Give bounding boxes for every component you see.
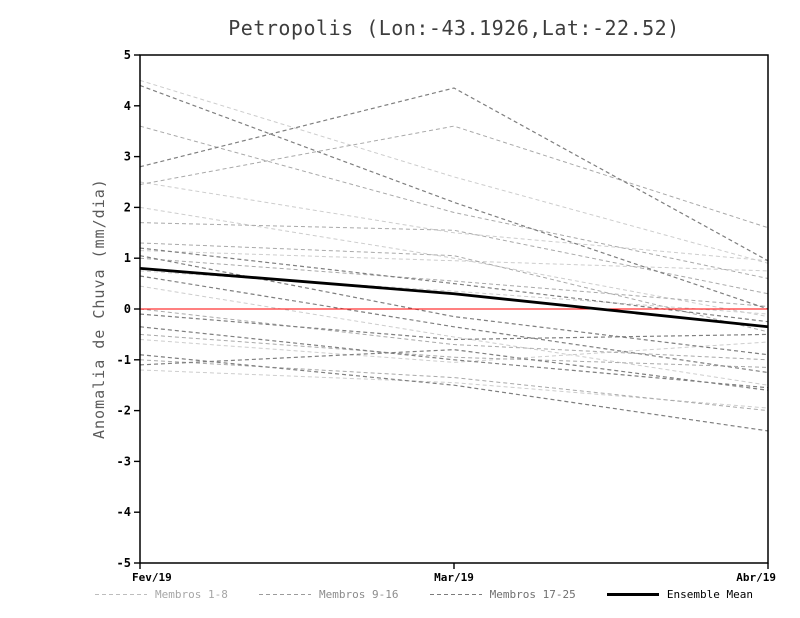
y-tick-label: -5	[117, 556, 131, 570]
member-line	[139, 308, 769, 361]
y-tick-label: 4	[124, 99, 131, 113]
member-line	[139, 247, 769, 323]
member-line	[139, 369, 769, 409]
ensemble-mean-line	[139, 266, 769, 329]
member-line	[139, 313, 769, 341]
x-tick-label: Mar/19	[434, 571, 474, 584]
member-line-swatch	[95, 594, 147, 595]
legend-label: Membros 17-25	[489, 588, 576, 601]
member-line-swatch	[259, 594, 312, 595]
member-line	[139, 349, 769, 391]
member-line	[139, 257, 769, 307]
member-line	[139, 242, 769, 333]
legend-item: Membros 17-25	[429, 588, 576, 601]
y-tick-label: 0	[124, 302, 131, 316]
member-line	[139, 84, 769, 310]
member-line	[139, 354, 769, 432]
legend-label: Ensemble Mean	[666, 588, 753, 601]
y-tick-label: 2	[124, 200, 131, 214]
member-line	[139, 326, 769, 389]
y-tick-label: -2	[117, 404, 131, 418]
member-line	[139, 125, 769, 280]
member-line	[139, 285, 769, 386]
member-line	[139, 275, 769, 374]
y-tick-label: 5	[124, 48, 131, 62]
legend: Membros 1-8 Membros 9-16 Membros 17-25 Ense…	[95, 588, 753, 601]
ensemble-mean-swatch	[606, 593, 659, 596]
member-line	[139, 250, 769, 272]
legend-item: Membros 1-8	[95, 588, 228, 601]
y-tick-label: -1	[117, 353, 131, 367]
x-tick-label: Fev/19	[132, 571, 172, 584]
x-tick-label: Abr/19	[736, 571, 776, 584]
legend-item: Ensemble Mean	[606, 588, 753, 601]
legend-label: Membros 9-16	[319, 588, 399, 601]
legend-label: Membros 1-8	[155, 588, 228, 601]
y-tick-label: -3	[117, 454, 131, 468]
y-tick-label: -4	[117, 505, 131, 519]
member-line	[139, 222, 769, 295]
legend-item: Membros 9-16	[259, 588, 399, 601]
member-line	[139, 206, 769, 318]
y-tick-label: 1	[124, 251, 131, 265]
member-line	[139, 79, 769, 264]
y-tick-label: 3	[124, 150, 131, 164]
member-line	[139, 181, 769, 262]
member-line-swatch	[429, 594, 482, 595]
member-line	[139, 125, 769, 229]
member-line	[139, 87, 769, 262]
chart-title: Petropolis (Lon:-43.1926,Lat:-22.52)	[228, 16, 680, 40]
